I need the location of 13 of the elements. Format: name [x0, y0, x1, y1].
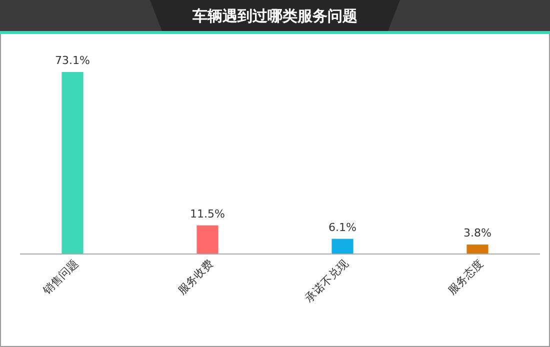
data-label: 6.1%	[328, 220, 356, 234]
x-tick-label: 服务收费	[175, 257, 216, 298]
chart-title: 车辆遇到过哪类服务问题	[192, 7, 358, 25]
bar	[62, 72, 84, 254]
x-tick-label: 承诺不兑现	[302, 257, 351, 306]
bar	[196, 225, 218, 254]
x-tick-label: 销售问题	[40, 257, 81, 298]
bar	[466, 244, 488, 254]
x-tick-label: 服务态度	[445, 257, 486, 298]
bar	[332, 238, 354, 254]
data-label: 3.8%	[464, 226, 492, 240]
data-label: 11.5%	[190, 207, 225, 220]
data-label: 73.1%	[55, 54, 90, 67]
